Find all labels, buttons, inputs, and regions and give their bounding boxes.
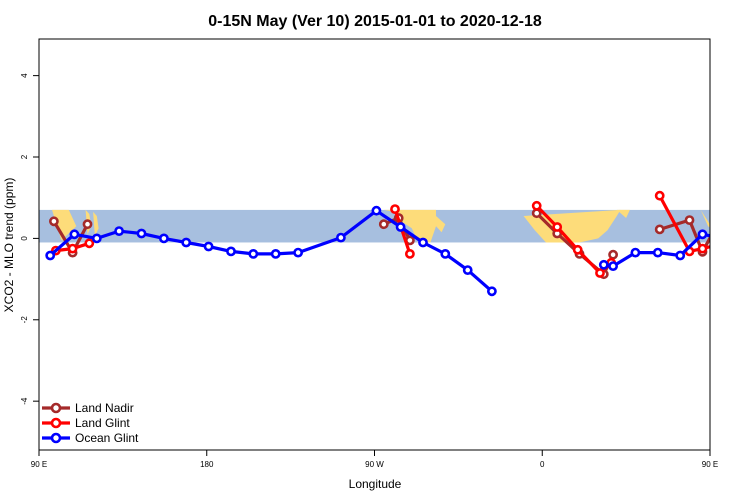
data-point-ocean-glint xyxy=(45,250,56,261)
data-point-land-nadir xyxy=(49,216,59,227)
data-point-land-nadir xyxy=(608,249,618,260)
data-point-ocean-glint xyxy=(335,232,346,243)
y-tick-label: 2 xyxy=(20,154,29,159)
data-point-ocean-glint xyxy=(742,229,749,236)
legend-swatch-marker xyxy=(50,402,62,414)
data-point-ocean-glint xyxy=(440,248,451,259)
legend-item-land-glint: Land Glint xyxy=(42,416,130,430)
data-point-ocean-glint xyxy=(697,229,708,240)
data-point-ocean-glint xyxy=(630,247,641,258)
data-point-ocean-glint xyxy=(91,233,102,244)
series-ocean-glint xyxy=(45,205,749,297)
x-axis-title: Longitude xyxy=(349,477,402,491)
legend-swatch-marker xyxy=(50,432,62,444)
legend-label: Land Nadir xyxy=(75,401,134,415)
y-tick-label: -4 xyxy=(20,397,29,405)
legend-item-land-nadir: Land Nadir xyxy=(42,401,134,415)
data-point-ocean-glint xyxy=(69,229,80,240)
data-point-land-glint xyxy=(84,238,95,249)
data-point-land-glint xyxy=(552,222,563,232)
data-point-land-nadir xyxy=(684,215,695,225)
data-point-ocean-glint xyxy=(675,250,686,261)
data-point-land-glint xyxy=(595,268,605,278)
chart-title: 0-15N May (Ver 10) 2015-01-01 to 2020-12… xyxy=(208,13,542,30)
data-point-ocean-glint xyxy=(293,247,303,258)
x-tick-label: 0 xyxy=(540,460,545,469)
data-point-land-glint xyxy=(697,243,708,254)
data-point-land-nadir xyxy=(714,221,721,228)
data-point-land-nadir xyxy=(654,224,665,235)
series-line-land-glint xyxy=(658,194,710,253)
data-point-ocean-glint xyxy=(226,246,236,257)
data-point-land-glint xyxy=(531,200,542,211)
data-point-ocean-glint xyxy=(598,259,609,270)
data-point-ocean-glint xyxy=(136,228,147,239)
y-axis: -4 -2 0 2 4 xyxy=(20,73,39,405)
data-point-ocean-glint xyxy=(371,205,382,216)
legend-swatch-marker xyxy=(50,417,62,429)
data-point-ocean-glint xyxy=(114,226,124,236)
y-axis-title: XCO2 - MLO trend (ppm) xyxy=(2,178,16,313)
plot-frame xyxy=(38,38,711,451)
land-patch xyxy=(383,209,436,243)
x-tick-label: 90 E xyxy=(31,460,47,469)
data-point-land-glint xyxy=(404,248,415,259)
y-tick-label: 4 xyxy=(20,73,29,78)
data-point-ocean-glint xyxy=(270,248,281,259)
x-tick-label: 90 W xyxy=(365,460,384,469)
data-point-ocean-glint xyxy=(248,248,259,259)
data-point-ocean-glint xyxy=(203,241,214,252)
data-point-land-glint xyxy=(654,190,665,201)
land-patch xyxy=(52,209,77,241)
data-point-ocean-glint xyxy=(181,237,192,248)
y-tick-label: -2 xyxy=(20,316,29,324)
legend-label: Land Glint xyxy=(75,416,130,430)
land-patch xyxy=(700,209,710,228)
legend-label: Ocean Glint xyxy=(75,431,139,445)
data-point-ocean-glint xyxy=(462,265,473,275)
series-land-nadir xyxy=(49,208,721,280)
land-patch xyxy=(93,211,99,237)
data-point-ocean-glint xyxy=(486,286,497,297)
legend-item-ocean-glint: Ocean Glint xyxy=(42,431,139,445)
y-tick-label: 0 xyxy=(20,236,29,241)
data-point-land-nadir xyxy=(378,219,389,230)
data-point-land-glint xyxy=(390,204,400,214)
data-point-land-glint xyxy=(716,241,723,248)
series-line-ocean-glint xyxy=(602,232,710,268)
x-tick-label: 180 xyxy=(200,460,214,469)
data-point-ocean-glint xyxy=(158,233,169,244)
data-point-ocean-glint xyxy=(652,247,663,258)
data-point-ocean-glint xyxy=(608,261,618,271)
x-axis: 90 E 180 90 W 0 90 E xyxy=(31,450,718,469)
data-point-ocean-glint xyxy=(418,237,428,248)
data-point-land-glint xyxy=(572,244,583,255)
data-point-land-nadir xyxy=(82,219,93,230)
series-layer xyxy=(45,190,749,297)
x-tick-label: 90 E xyxy=(702,460,718,469)
data-point-land-glint xyxy=(67,243,78,254)
land-patch xyxy=(721,210,738,241)
land-patch xyxy=(616,209,630,218)
data-point-ocean-glint xyxy=(719,235,726,242)
data-point-ocean-glint xyxy=(395,222,406,232)
land-patch xyxy=(430,216,446,233)
